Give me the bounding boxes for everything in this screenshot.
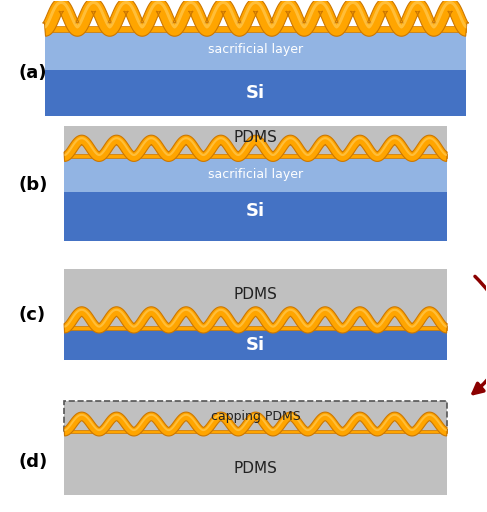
Bar xyxy=(64,126,447,157)
Polygon shape xyxy=(64,309,447,328)
Text: sacrificial layer: sacrificial layer xyxy=(208,44,303,56)
Text: (b): (b) xyxy=(19,176,48,194)
Bar xyxy=(64,157,447,241)
Polygon shape xyxy=(44,1,467,29)
Text: Si: Si xyxy=(246,84,265,102)
Bar xyxy=(64,432,447,495)
Text: (a): (a) xyxy=(19,63,47,82)
Bar xyxy=(45,26,466,32)
Text: PDMS: PDMS xyxy=(234,130,278,145)
Bar xyxy=(45,29,466,70)
Polygon shape xyxy=(64,412,447,436)
Text: (d): (d) xyxy=(19,453,48,471)
Polygon shape xyxy=(64,307,447,333)
Bar xyxy=(64,401,447,432)
Bar xyxy=(64,430,447,433)
Bar xyxy=(64,326,447,330)
Text: PDMS: PDMS xyxy=(234,461,278,476)
Polygon shape xyxy=(64,137,447,156)
FancyArrowPatch shape xyxy=(473,276,487,394)
Polygon shape xyxy=(64,414,447,431)
Polygon shape xyxy=(64,135,447,161)
Text: capping PDMS: capping PDMS xyxy=(211,410,300,423)
Bar xyxy=(64,330,447,360)
Text: (c): (c) xyxy=(19,306,45,324)
Text: sacrificial layer: sacrificial layer xyxy=(208,168,303,181)
Text: Si: Si xyxy=(246,336,265,354)
Bar xyxy=(64,154,447,158)
Text: Si: Si xyxy=(246,202,265,221)
Bar xyxy=(64,269,447,330)
Bar xyxy=(45,29,466,116)
Bar xyxy=(64,157,447,193)
Text: PDMS: PDMS xyxy=(234,287,278,302)
Polygon shape xyxy=(43,0,468,36)
